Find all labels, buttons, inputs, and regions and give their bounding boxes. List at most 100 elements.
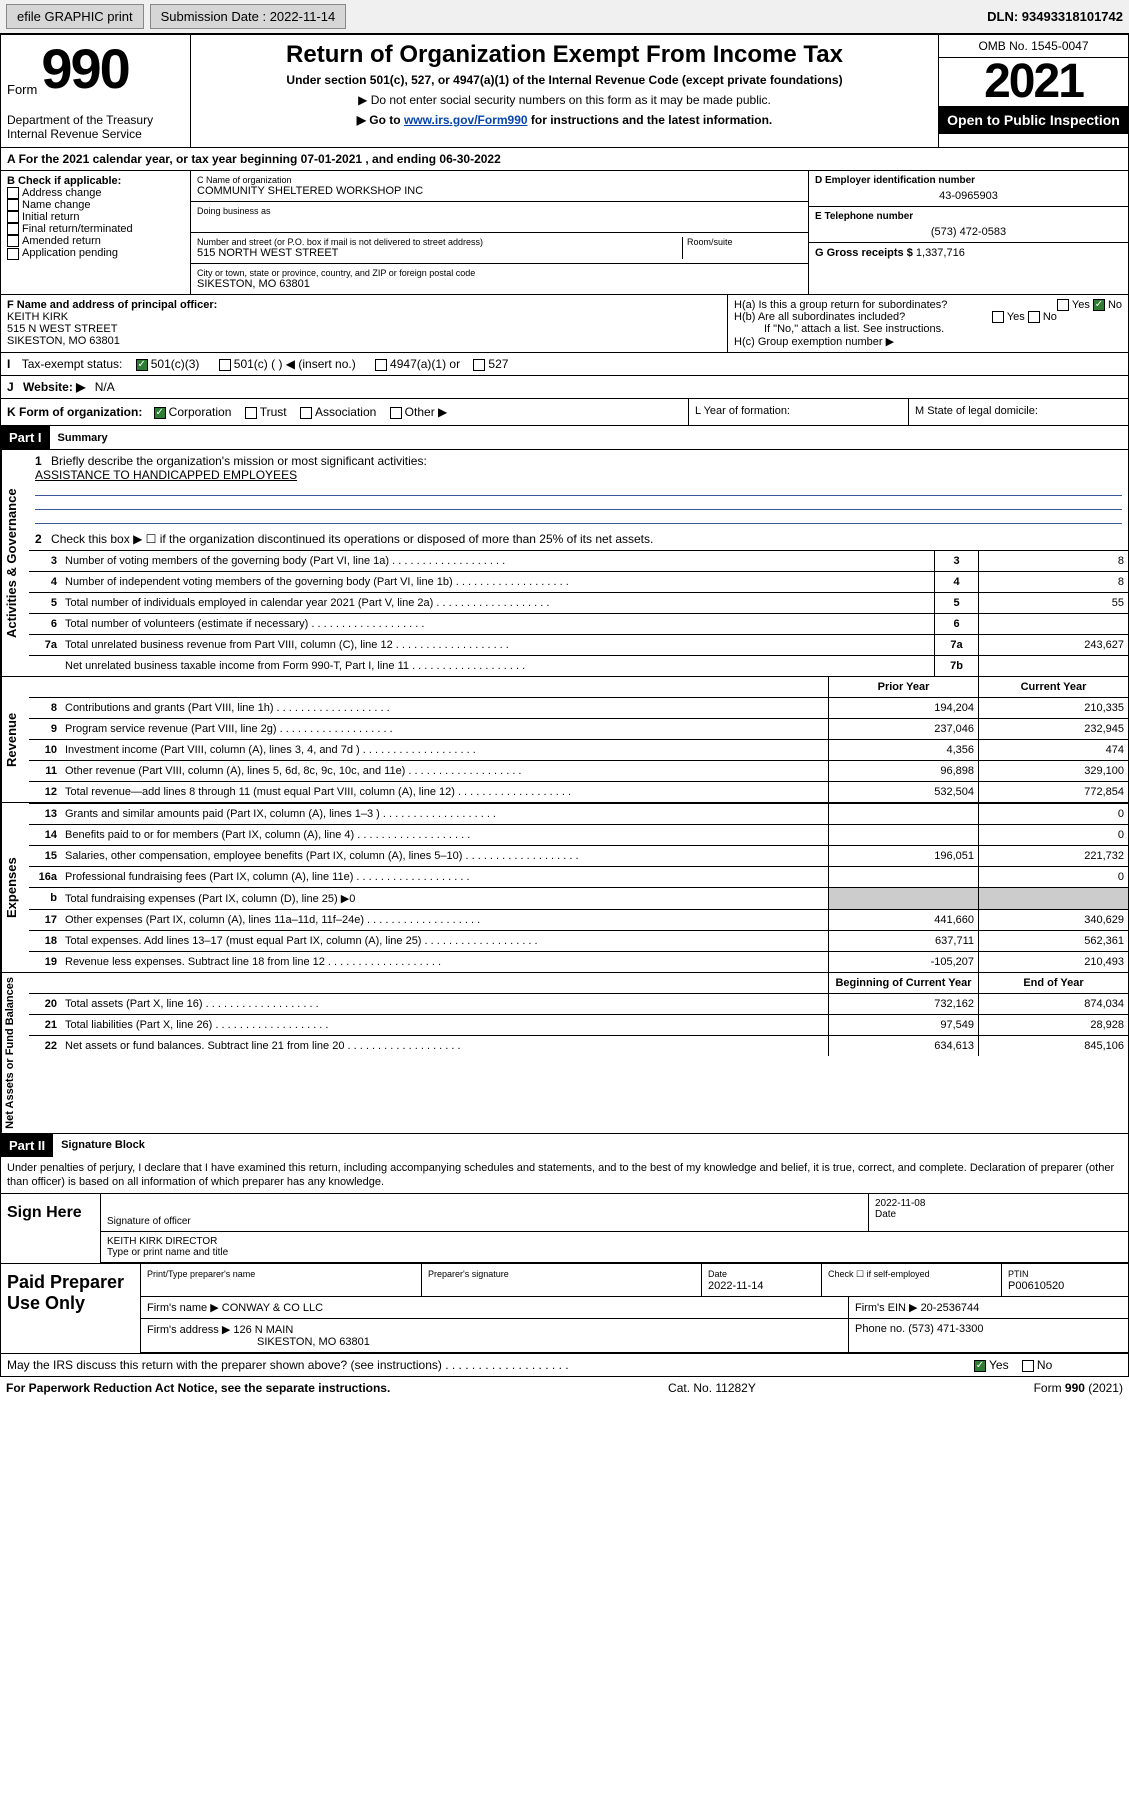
chk-final-return[interactable] [7, 223, 19, 235]
chk-amended-return[interactable] [7, 235, 19, 247]
firm-addr-value: 126 N MAIN [233, 1324, 293, 1336]
may-discuss-row: May the IRS discuss this return with the… [1, 1353, 1128, 1376]
b-label: B Check if applicable: [7, 175, 184, 187]
expenses-block: Expenses 13 Grants and similar amounts p… [1, 802, 1128, 972]
line-val: 243,627 [978, 635, 1128, 655]
f-label: F Name and address of principal officer: [7, 299, 721, 311]
line-desc: Net unrelated business taxable income fr… [61, 656, 934, 676]
submission-date-button[interactable]: Submission Date : 2022-11-14 [150, 4, 347, 29]
firm-phone-value: (573) 471-3300 [908, 1323, 983, 1335]
section-f-h: F Name and address of principal officer:… [1, 294, 1128, 352]
line-desc: Total number of volunteers (estimate if … [61, 614, 934, 634]
self-employed-label: Check ☐ if self-employed [828, 1269, 930, 1279]
line-num: 8 [29, 698, 61, 718]
col-b-checkboxes: B Check if applicable: Address change Na… [1, 171, 191, 294]
sig-date-value: 2022-11-08 [875, 1198, 1122, 1209]
line-num: 18 [29, 931, 61, 951]
chk-4947[interactable] [375, 359, 387, 371]
line-desc: Other revenue (Part VIII, column (A), li… [61, 761, 828, 781]
line-desc: Total number of individuals employed in … [61, 593, 934, 613]
note2-post: for instructions and the latest informat… [528, 113, 773, 127]
line-num: 17 [29, 910, 61, 930]
sign-here-label: Sign Here [1, 1194, 101, 1263]
prior-year-val: 96,898 [828, 761, 978, 781]
line-desc: Contributions and grants (Part VIII, lin… [61, 698, 828, 718]
k-label: K Form of organization: [7, 405, 142, 419]
line-desc: Grants and similar amounts paid (Part IX… [61, 804, 828, 824]
col-current-year: Current Year [978, 677, 1128, 697]
prep-name-label: Print/Type preparer's name [147, 1269, 255, 1279]
prior-year-val [828, 804, 978, 824]
k-o2: Trust [260, 405, 287, 419]
current-year-val: 232,945 [978, 719, 1128, 739]
chk-corp[interactable] [154, 407, 166, 419]
col-prior-year: Prior Year [828, 677, 978, 697]
perjury-statement: Under penalties of perjury, I declare th… [1, 1157, 1128, 1194]
side-activities-governance: Activities & Governance [1, 450, 29, 676]
prep-date-value: 2022-11-14 [708, 1280, 763, 1292]
row-k-l-m: K Form of organization: Corporation Trus… [1, 398, 1128, 425]
section-b-through-g: B Check if applicable: Address change Na… [1, 171, 1128, 294]
chk-assoc[interactable] [300, 407, 312, 419]
gross-receipts-value: 1,337,716 [916, 247, 965, 259]
hb-label: H(b) Are all subordinates included? [734, 311, 905, 323]
prep-date-label: Date [708, 1269, 727, 1279]
j-letter: J [7, 380, 14, 394]
prior-year-val [828, 825, 978, 845]
current-year-val: 474 [978, 740, 1128, 760]
chk-may-no[interactable] [1022, 1360, 1034, 1372]
line-ref: 3 [934, 551, 978, 571]
ptin-label: PTIN [1008, 1269, 1029, 1279]
b-item-4: Amended return [22, 235, 101, 247]
chk-trust[interactable] [245, 407, 257, 419]
officer-addr1: 515 N WEST STREET [7, 323, 721, 335]
part-i-badge: Part I [1, 426, 50, 449]
chk-ha-yes[interactable] [1057, 299, 1069, 311]
footer-right: Form 990 (2021) [1034, 1381, 1123, 1395]
part-i-header: Part I Summary [1, 425, 1128, 449]
line-num: 11 [29, 761, 61, 781]
current-year-val: 0 [978, 804, 1128, 824]
line-desc: Program service revenue (Part VIII, line… [61, 719, 828, 739]
chk-may-yes[interactable] [974, 1360, 986, 1372]
firm-city-value: SIKESTON, MO 63801 [257, 1336, 370, 1348]
current-year-val: 845,106 [978, 1036, 1128, 1056]
chk-application-pending[interactable] [7, 248, 19, 260]
chk-hb-no[interactable] [1028, 311, 1040, 323]
irs-link[interactable]: www.irs.gov/Form990 [404, 113, 528, 127]
firm-name-label: Firm's name ▶ [147, 1302, 219, 1314]
chk-501c3[interactable] [136, 359, 148, 371]
line-desc: Total fundraising expenses (Part IX, col… [61, 888, 828, 909]
dln-label: DLN: 93493318101742 [987, 9, 1123, 24]
line-ref: 7a [934, 635, 978, 655]
chk-name-change[interactable] [7, 199, 19, 211]
form-note-ssn: ▶ Do not enter social security numbers o… [201, 93, 928, 107]
ptin-value: P00610520 [1008, 1280, 1064, 1292]
chk-address-change[interactable] [7, 187, 19, 199]
officer-name: KEITH KIRK [7, 311, 721, 323]
side-expenses: Expenses [1, 803, 29, 972]
efile-print-button[interactable]: efile GRAPHIC print [6, 4, 144, 29]
prior-year-val: 732,162 [828, 994, 978, 1014]
current-year-val: 329,100 [978, 761, 1128, 781]
sig-date-label: Date [875, 1209, 896, 1220]
chk-ha-no[interactable] [1093, 299, 1105, 311]
row-a-tax-year: A For the 2021 calendar year, or tax yea… [1, 148, 1128, 171]
line-val: 8 [978, 572, 1128, 592]
tax-year: 2021 [939, 58, 1128, 106]
chk-hb-yes[interactable] [992, 311, 1004, 323]
i-opt3: 4947(a)(1) or [390, 357, 460, 371]
may-no: No [1037, 1358, 1052, 1372]
form-header: Form 990 Department of the Treasury Inte… [1, 35, 1128, 148]
j-label: Website: ▶ [23, 380, 85, 394]
line-desc: Revenue less expenses. Subtract line 18 … [61, 952, 828, 972]
line-desc: Investment income (Part VIII, column (A)… [61, 740, 828, 760]
chk-527[interactable] [473, 359, 485, 371]
current-year-val: 772,854 [978, 782, 1128, 802]
chk-initial-return[interactable] [7, 211, 19, 223]
chk-501c[interactable] [219, 359, 231, 371]
chk-other[interactable] [390, 407, 402, 419]
d-label: D Employer identification number [815, 175, 1122, 186]
line-num: 16a [29, 867, 61, 887]
col-end-year: End of Year [978, 973, 1128, 993]
